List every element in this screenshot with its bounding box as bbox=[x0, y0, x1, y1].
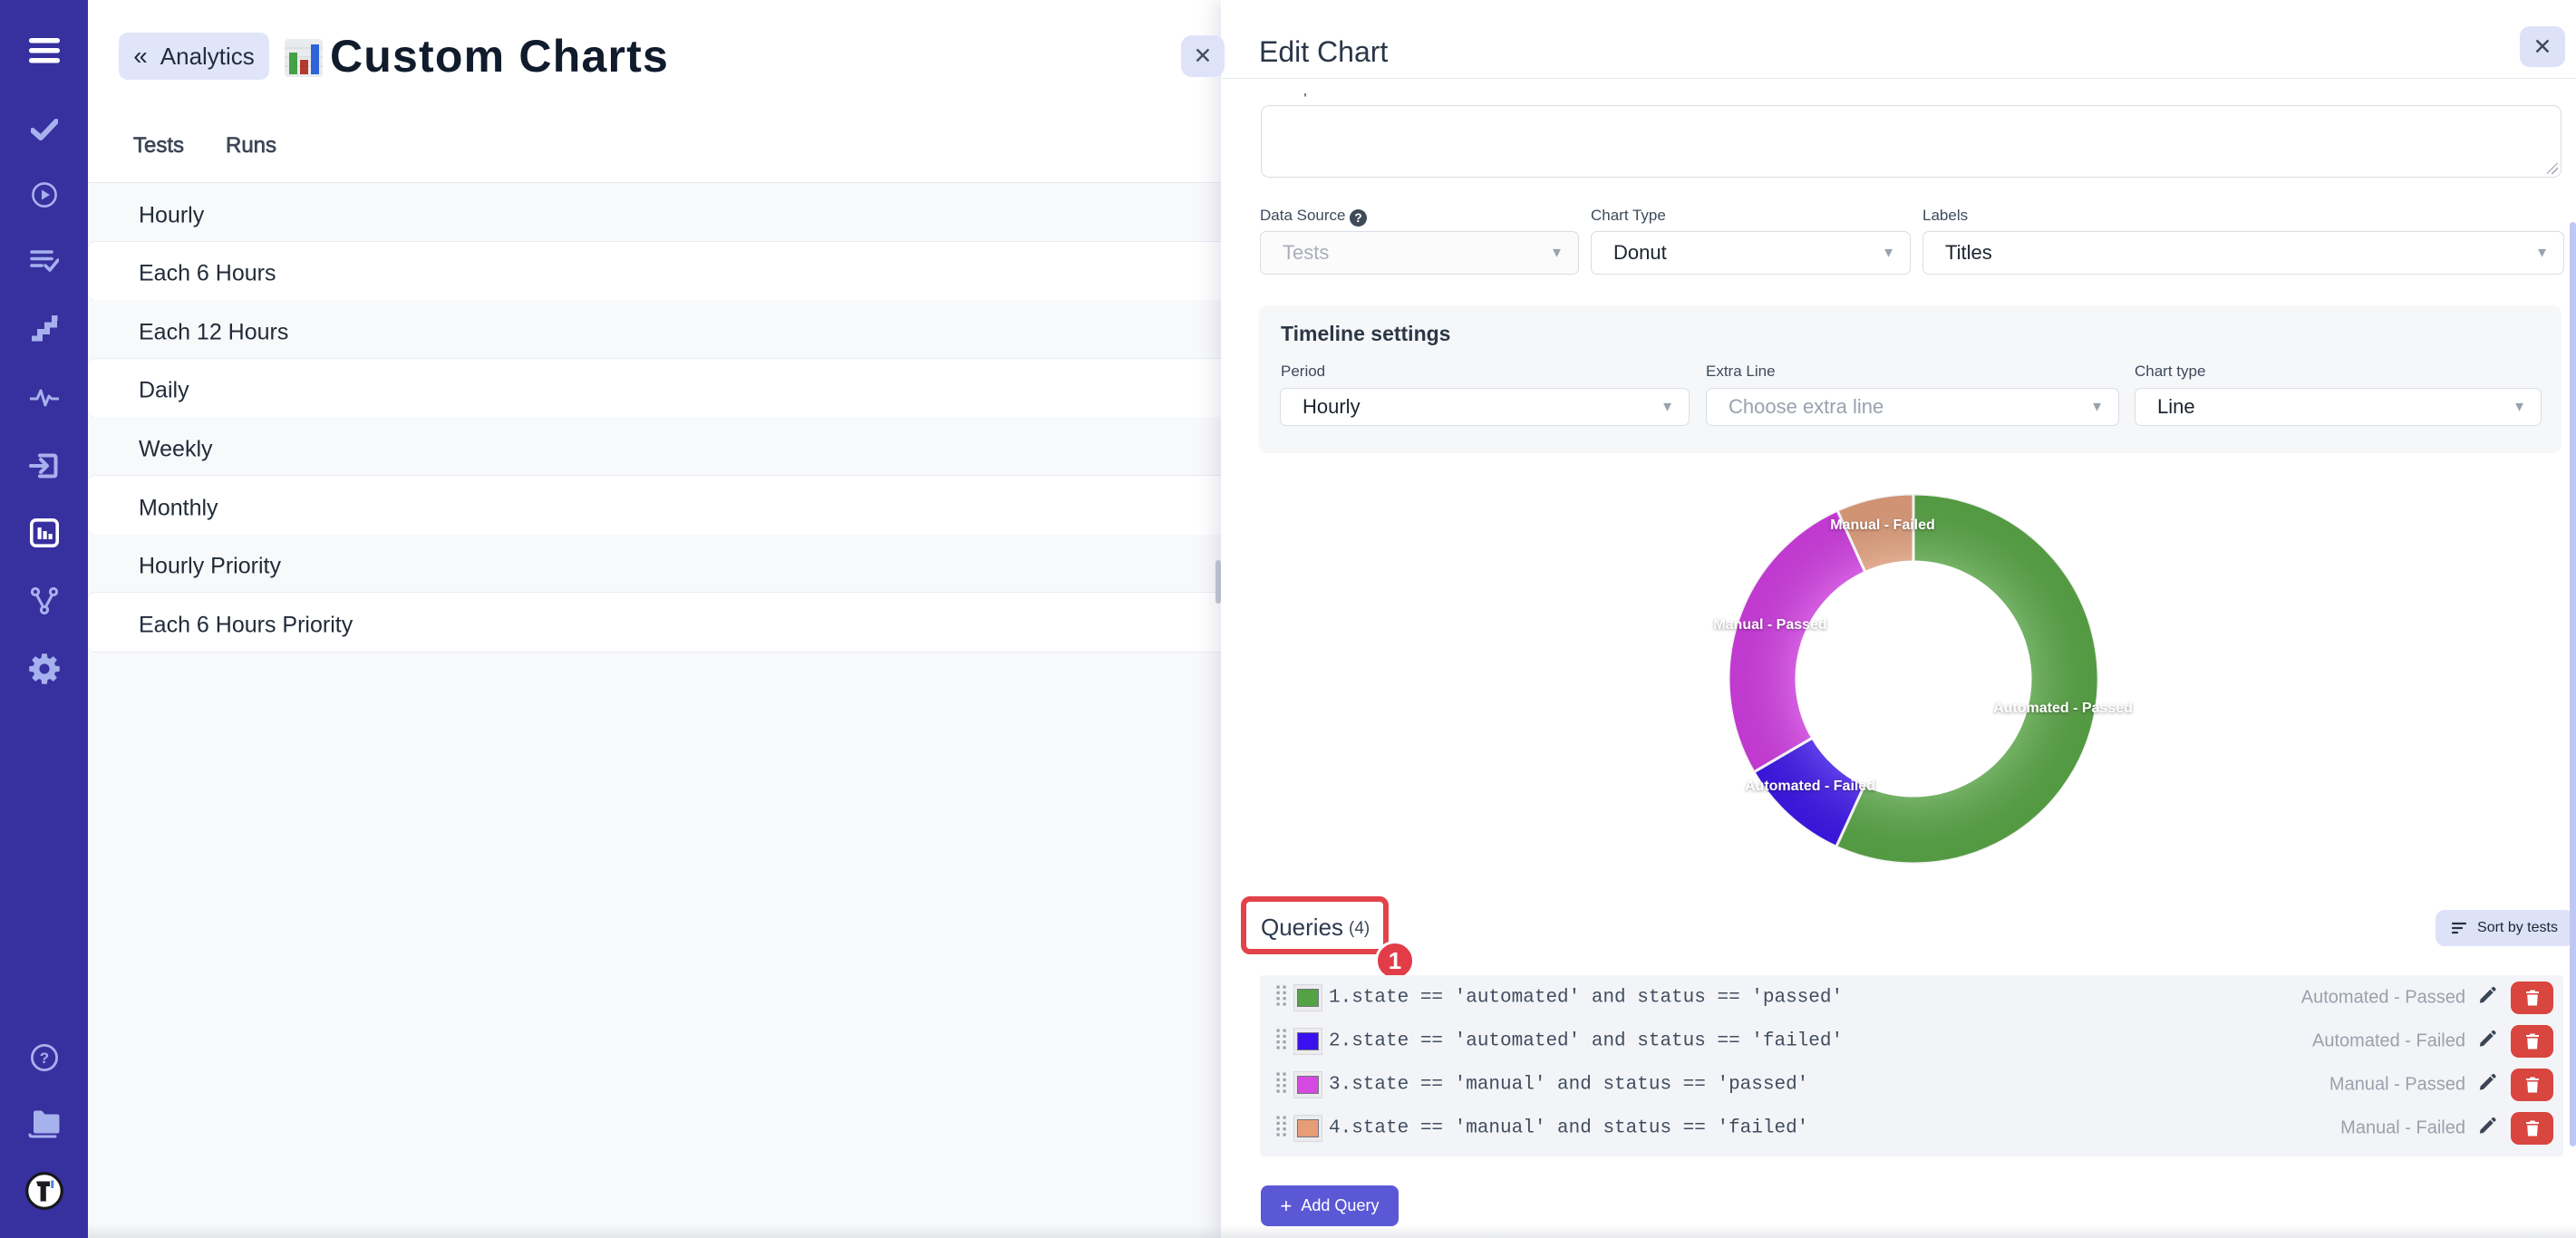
svg-text:?: ? bbox=[39, 1049, 48, 1067]
